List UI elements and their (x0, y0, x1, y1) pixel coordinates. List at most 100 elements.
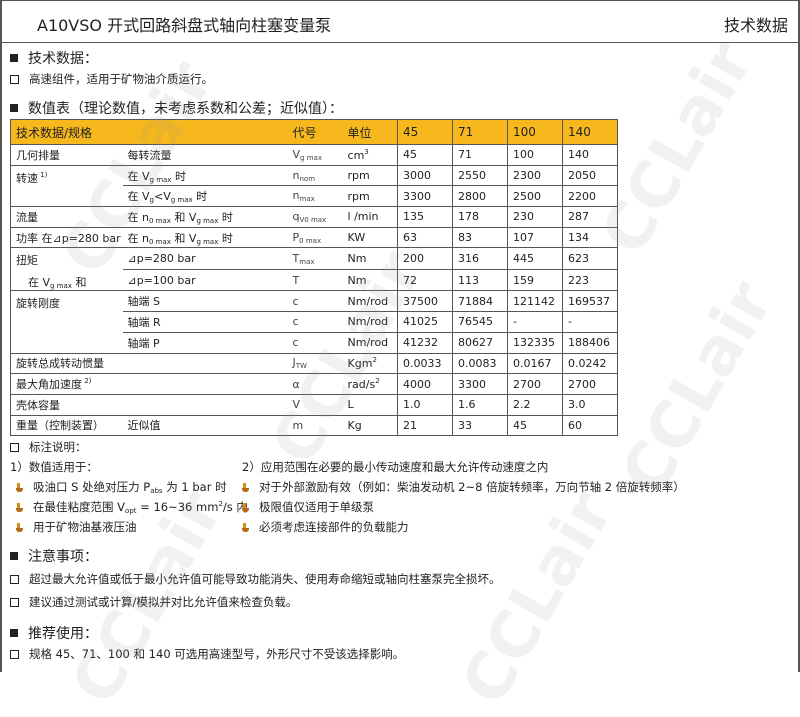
value-size-100: 107 (507, 226, 563, 248)
page-header: A10VSO 开式回路斜盘式轴向柱塞变量泵 技术数据 (2, 1, 798, 43)
value-size-140: 623 (562, 247, 619, 270)
header-size-45: 45 (397, 119, 453, 145)
row-condition: 在 n0 max 和 Vg max 时 (122, 226, 288, 248)
table-row: 几何排量 每转流量 Vg max cm3 45 71 100 140 (10, 144, 619, 166)
value-size-100: - (507, 311, 563, 333)
value-size-140: 2050 (562, 164, 619, 186)
table-row: 在 Vg<Vg max 时 nmax rpm 3300 2800 2500 2200 (11, 185, 619, 207)
row-unit: KW (342, 226, 398, 248)
watermark: CCLair (447, 479, 628, 717)
value-size-71: 83 (452, 226, 508, 248)
value-size-71: 178 (452, 206, 508, 228)
table-row: 旋转总成转动惯量 JTW Kgm2 0.0033 0.0083 0.0167 0.0242 (10, 352, 619, 374)
value-size-71: 71 (452, 144, 508, 166)
note-text: 必须考虑连接部件的负载能力 (259, 520, 409, 534)
item-text: 超过最大允许值或低于最小允许值可能导致功能消失、使用寿命缩短或轴向柱塞泵完全损坏… (29, 572, 501, 586)
row-condition: ⊿p=100 bar (122, 268, 288, 291)
row-condition: 轴端 R (122, 311, 288, 333)
note-item: 极限值仅适用于单级泵 (242, 499, 374, 515)
item-text: 规格 45、71、100 和 140 可选用高速型号，外形尺寸不受该选择影响。 (29, 647, 405, 661)
value-size-71: 76545 (452, 311, 508, 333)
section-title: 推荐使用： (28, 626, 98, 642)
open-square-icon (10, 74, 19, 84)
note-text: 极限值仅适用于单级泵 (259, 500, 374, 514)
value-size-100: 45 (507, 414, 563, 437)
row-condition: 在 Vg max 时 (122, 164, 288, 186)
section-title: 技术数据： (28, 51, 98, 67)
pointing-hand-bullet-icon (242, 522, 249, 532)
table-row: 壳体容量 V L 1.0 1.6 2.2 3.0 (10, 393, 619, 416)
value-size-45: 4000 (397, 373, 453, 395)
row-label: 扭矩在 Vg max 和 (10, 247, 123, 291)
row-unit: l /min (342, 206, 398, 228)
row-condition (122, 352, 288, 374)
value-size-71: 33 (452, 414, 508, 437)
header-code: 代号 (287, 119, 343, 145)
list-item: 高速组件，适用于矿物油介质运行。 (10, 71, 213, 87)
table-row: 流量在 n0 max 和 Vg max 时 qV0 max l /min 135 178… (10, 206, 619, 228)
row-unit: Nm (342, 247, 398, 270)
note-text: 对于外部激励有效（例如：柴油发动机 2~8 倍旋转频率，万向节轴 2 倍旋转频率… (259, 480, 685, 494)
value-size-140: 0.0242 (562, 352, 619, 374)
row-unit: cm3 (342, 144, 398, 166)
row-condition: 每转流量 (122, 144, 288, 166)
row-unit: Nm/rod (342, 311, 398, 333)
note-text: 用于矿物油基液压油 (33, 520, 137, 534)
value-size-140: 169537 (562, 290, 619, 312)
value-size-100: 100 (507, 144, 563, 166)
row-condition (122, 373, 288, 395)
value-size-100: 0.0167 (507, 352, 563, 374)
list-item: 超过最大允许值或低于最小允许值可能导致功能消失、使用寿命缩短或轴向柱塞泵完全损坏… (10, 571, 501, 587)
row-label: 旋转刚度 (10, 290, 123, 353)
row-symbol: c (287, 290, 343, 312)
table-row: 转速 1) 在 Vg max 时 nnom rpm 3000 2550 2300 2050 (10, 164, 619, 207)
pointing-hand-bullet-icon (16, 502, 23, 512)
header-spec: 技术数据/规格 (9, 119, 288, 145)
value-size-45: 21 (397, 414, 453, 437)
header-unit: 单位 (342, 119, 398, 145)
row-label: 功率 在⊿p=280 bar (10, 226, 123, 248)
value-size-71: 0.0083 (452, 352, 508, 374)
row-condition: 轴端 S (122, 290, 288, 312)
value-size-140: 3.0 (562, 393, 619, 416)
row-condition (122, 393, 288, 416)
value-size-45: 63 (397, 226, 453, 248)
note-item: 用于矿物油基液压油 (16, 519, 137, 535)
section-precautions: 注意事项： (10, 546, 98, 566)
note-text: 吸油口 S 处绝对压力 Pabs 为 1 bar 时 (33, 480, 227, 495)
note-2-head: 2）应用范围在必要的最小传动速度和最大允许传动速度之内 (242, 460, 549, 474)
row-symbol: Vg max (287, 144, 343, 166)
row-symbol: JTW (287, 352, 343, 374)
row-unit: L (342, 393, 398, 416)
pointing-hand-bullet-icon (242, 482, 249, 492)
open-square-icon (10, 649, 19, 659)
row-symbol: α (287, 373, 343, 395)
row-symbol: T (287, 268, 343, 291)
section-label: 技术数据 (723, 16, 788, 35)
table-row: 功率 在⊿p=280 bar 在 n0 max 和 Vg max 时 P0 max K… (10, 226, 619, 248)
row-condition: ⊿p=280 bar (122, 247, 288, 270)
spec-table: 技术数据/规格 代号 单位 45 71 100 140 几何排量 每转流量 Vg m… (9, 119, 619, 437)
row-unit: Kg (342, 414, 398, 437)
value-size-100: 121142 (507, 290, 563, 312)
section-title: 注意事项： (28, 549, 98, 565)
value-size-45: 37500 (397, 290, 453, 312)
table-row: 最大角加速度 2) α rad/s2 4000 3300 2700 2700 (10, 373, 619, 395)
pointing-hand-bullet-icon (16, 522, 23, 532)
section-values-table: 数值表（理论数值，未考虑系数和公差；近似值）： (10, 98, 343, 118)
notes-title: 标注说明： (10, 439, 87, 455)
value-size-71: 80627 (452, 331, 508, 353)
filled-square-icon (10, 54, 18, 62)
value-size-100: 445 (507, 247, 563, 270)
list-item: 建议通过测试或计算/模拟并对比允许值来检查负载。 (10, 594, 297, 610)
value-size-45: 135 (397, 206, 453, 228)
row-symbol: P0 max (287, 226, 343, 248)
row-condition: 近似值 (122, 414, 288, 437)
value-size-100: 230 (507, 206, 563, 228)
value-size-140: - (562, 311, 619, 333)
value-size-140: 2200 (562, 185, 619, 207)
row-label: 旋转总成转动惯量 (10, 352, 123, 374)
section-recommended: 推荐使用： (10, 623, 98, 643)
row-symbol: m (287, 414, 343, 437)
